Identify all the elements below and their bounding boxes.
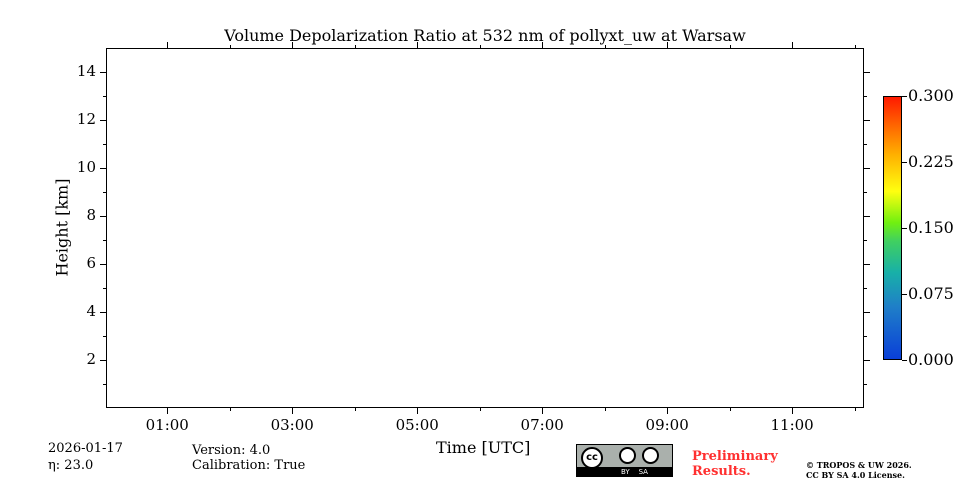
x-tick-top (667, 42, 669, 48)
x-tick (792, 408, 794, 414)
y-tick (100, 360, 106, 361)
x-minor-tick-top (604, 45, 606, 48)
x-tick-label: 03:00 (270, 416, 314, 434)
y-minor-tick (103, 288, 106, 289)
plot-area (106, 48, 864, 408)
y-tick-label: 12 (76, 110, 96, 128)
x-minor-tick-top (729, 45, 731, 48)
x-tick-label: 01:00 (145, 416, 189, 434)
y-tick-right (864, 312, 870, 313)
y-tick-right (864, 264, 870, 265)
x-tick (167, 408, 169, 414)
x-tick-label: 09:00 (645, 416, 689, 434)
y-minor-tick (103, 96, 106, 97)
y-tick-right (864, 360, 870, 361)
cc-icon: cc (581, 447, 603, 469)
x-minor-tick-top (479, 45, 481, 48)
version-label: Version: 4.0 (192, 443, 271, 458)
x-tick-top (417, 42, 419, 48)
y-minor-tick (103, 144, 106, 145)
colorbar-tick (902, 96, 907, 97)
y-tick (100, 264, 106, 265)
x-minor-tick (854, 408, 856, 411)
eta-label: η: 23.0 (48, 458, 94, 473)
y-tick (100, 216, 106, 217)
x-tick-label: 05:00 (395, 416, 439, 434)
x-tick-top (167, 42, 169, 48)
colorbar-tick-label: 0.150 (908, 218, 954, 237)
x-minor-tick (229, 408, 231, 411)
y-tick-right (864, 120, 870, 121)
y-tick-label: 6 (86, 254, 96, 272)
x-tick-top (792, 42, 794, 48)
y-minor-tick-right (864, 288, 867, 289)
colorbar (883, 96, 902, 360)
colorbar-tick-label: 0.225 (908, 152, 954, 171)
x-tick (542, 408, 544, 414)
y-tick-label: 10 (76, 158, 96, 176)
x-tick (667, 408, 669, 414)
x-minor-tick (604, 408, 606, 411)
chart-title: Volume Depolarization Ratio at 532 nm of… (224, 26, 746, 45)
y-minor-tick-right (864, 384, 867, 385)
y-minor-tick (103, 336, 106, 337)
x-minor-tick-top (854, 45, 856, 48)
x-minor-tick (479, 408, 481, 411)
y-tick-label: 2 (86, 350, 96, 368)
y-minor-tick (103, 192, 106, 193)
y-tick-label: 4 (86, 302, 96, 320)
x-minor-tick (729, 408, 731, 411)
y-tick-right (864, 168, 870, 169)
by-icon (619, 447, 636, 464)
y-tick-right (864, 216, 870, 217)
y-minor-tick-right (864, 96, 867, 97)
colorbar-tick (902, 162, 907, 163)
y-axis-label: Height [km] (52, 178, 72, 277)
y-tick (100, 312, 106, 313)
sa-icon (642, 447, 659, 464)
y-minor-tick-right (864, 336, 867, 337)
x-tick-top (542, 42, 544, 48)
x-tick-label: 07:00 (520, 416, 564, 434)
x-tick-label: 11:00 (770, 416, 814, 434)
preliminary-results: Preliminary Results. (692, 449, 778, 479)
x-tick (417, 408, 419, 414)
y-tick (100, 168, 106, 169)
y-minor-tick (103, 384, 106, 385)
colorbar-tick-label: 0.075 (908, 284, 954, 303)
x-axis-label: Time [UTC] (436, 438, 531, 457)
colorbar-tick-label: 0.000 (908, 350, 954, 369)
x-minor-tick-top (229, 45, 231, 48)
x-tick (292, 408, 294, 414)
y-minor-tick-right (864, 144, 867, 145)
y-minor-tick-right (864, 240, 867, 241)
y-tick-right (864, 72, 870, 73)
y-minor-tick-right (864, 192, 867, 193)
colorbar-tick (902, 228, 907, 229)
x-tick-top (292, 42, 294, 48)
y-tick-label: 8 (86, 206, 96, 224)
colorbar-tick (902, 360, 907, 361)
x-minor-tick-top (354, 45, 356, 48)
colorbar-tick (902, 294, 907, 295)
y-tick (100, 72, 106, 73)
y-minor-tick (103, 240, 106, 241)
calibration-label: Calibration: True (192, 458, 306, 473)
cc-license-logo: cc BY SA (576, 444, 673, 477)
colorbar-tick-label: 0.300 (908, 86, 954, 105)
copyright-line-2: CC BY SA 4.0 License. (806, 470, 905, 480)
x-minor-tick (354, 408, 356, 411)
y-tick (100, 120, 106, 121)
copyright-line-1: © TROPOS & UW 2026. (806, 460, 912, 470)
y-tick-label: 14 (76, 62, 96, 80)
date-label: 2026-01-17 (48, 441, 123, 456)
